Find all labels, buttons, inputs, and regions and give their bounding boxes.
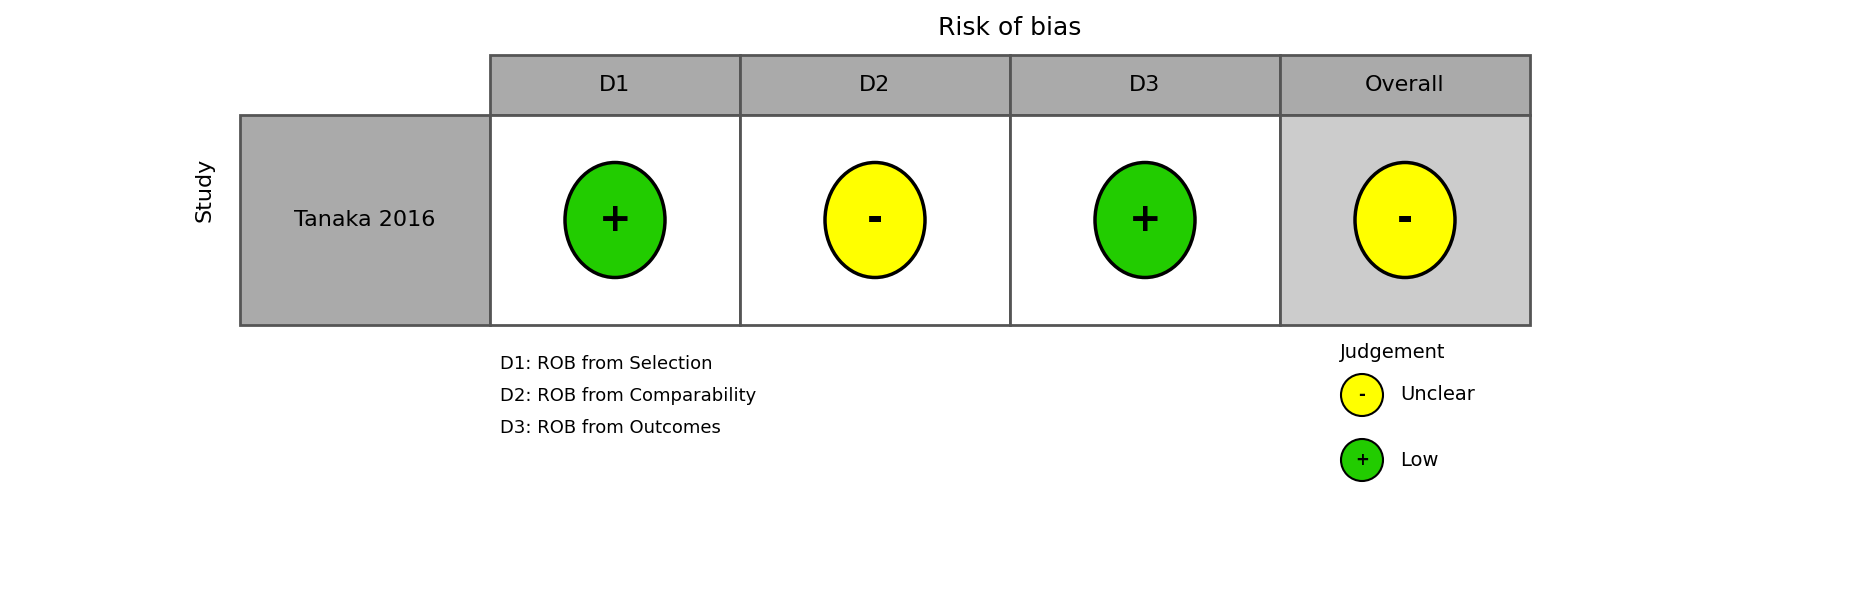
Text: D3: ROB from Outcomes: D3: ROB from Outcomes <box>501 419 721 437</box>
FancyBboxPatch shape <box>740 55 1010 115</box>
Text: Unclear: Unclear <box>1400 385 1476 404</box>
Text: Risk of bias: Risk of bias <box>938 16 1081 40</box>
Ellipse shape <box>1340 439 1383 481</box>
FancyBboxPatch shape <box>489 115 740 325</box>
Text: -: - <box>868 201 883 239</box>
FancyBboxPatch shape <box>1010 55 1279 115</box>
FancyBboxPatch shape <box>489 55 740 115</box>
FancyBboxPatch shape <box>740 115 1010 325</box>
Text: Judgement: Judgement <box>1340 343 1446 362</box>
Text: D1: D1 <box>599 75 630 95</box>
Text: +: + <box>1129 201 1161 239</box>
Text: -: - <box>1359 386 1365 404</box>
Text: D2: ROB from Comparability: D2: ROB from Comparability <box>501 387 756 405</box>
Text: D1: ROB from Selection: D1: ROB from Selection <box>501 355 712 373</box>
Ellipse shape <box>1096 162 1196 278</box>
Text: D3: D3 <box>1129 75 1161 95</box>
FancyBboxPatch shape <box>1279 115 1530 325</box>
FancyBboxPatch shape <box>1010 115 1279 325</box>
Text: -: - <box>1396 201 1413 239</box>
Text: Low: Low <box>1400 451 1439 470</box>
Text: Study: Study <box>195 158 215 222</box>
Ellipse shape <box>565 162 666 278</box>
Ellipse shape <box>1355 162 1455 278</box>
Text: +: + <box>1355 451 1368 469</box>
FancyBboxPatch shape <box>239 115 489 325</box>
FancyBboxPatch shape <box>1279 55 1530 115</box>
Ellipse shape <box>825 162 925 278</box>
Text: D2: D2 <box>860 75 890 95</box>
Text: +: + <box>599 201 632 239</box>
Text: Tanaka 2016: Tanaka 2016 <box>295 210 436 230</box>
Ellipse shape <box>1340 374 1383 416</box>
Text: Overall: Overall <box>1365 75 1444 95</box>
